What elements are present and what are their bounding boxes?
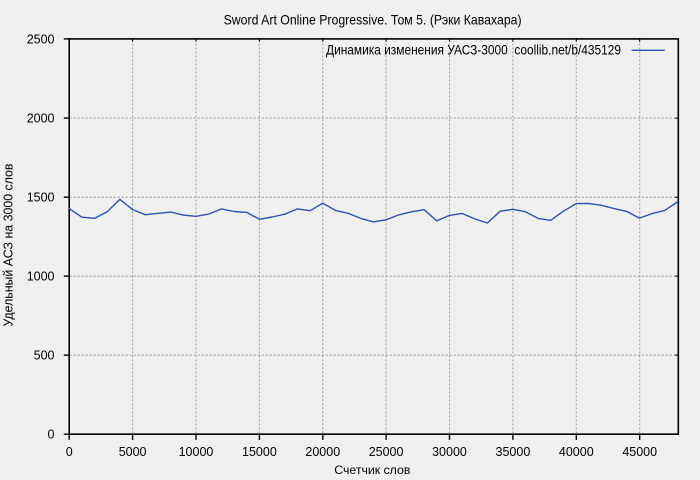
- svg-text:10000: 10000: [179, 445, 214, 459]
- svg-text:0: 0: [66, 445, 73, 459]
- svg-text:5000: 5000: [119, 445, 147, 459]
- svg-text:1000: 1000: [27, 270, 55, 284]
- svg-text:500: 500: [34, 349, 55, 363]
- svg-text:45000: 45000: [622, 445, 657, 459]
- svg-text:20000: 20000: [305, 445, 340, 459]
- svg-text:2500: 2500: [27, 32, 55, 46]
- svg-text:1500: 1500: [27, 191, 55, 205]
- svg-text:35000: 35000: [496, 445, 531, 459]
- svg-text:0: 0: [48, 428, 55, 442]
- svg-text:25000: 25000: [369, 445, 404, 459]
- svg-text:40000: 40000: [559, 445, 594, 459]
- svg-text:Счетчик слов: Счетчик слов: [334, 463, 410, 477]
- svg-text:Удельный АСЗ на 3000 слов: Удельный АСЗ на 3000 слов: [2, 163, 16, 326]
- svg-text:30000: 30000: [432, 445, 467, 459]
- svg-text:15000: 15000: [242, 445, 277, 459]
- svg-text:Динамика изменения УАСЗ-3000: Динамика изменения УАСЗ-3000 coollib.net…: [326, 42, 621, 58]
- svg-text:2000: 2000: [27, 112, 55, 126]
- svg-text:Sword Art Online Progressive.: Sword Art Online Progressive. Том 5. (Рэ…: [224, 12, 522, 28]
